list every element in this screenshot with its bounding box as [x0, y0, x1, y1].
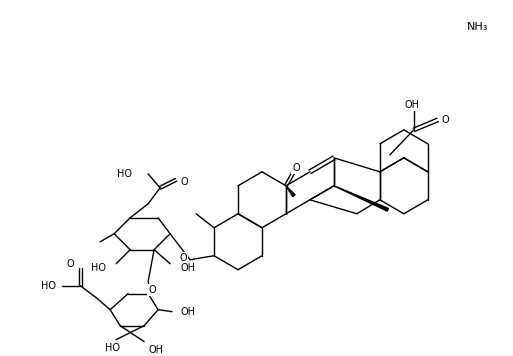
Text: O: O: [179, 253, 187, 263]
Text: OH: OH: [180, 263, 195, 273]
Text: O: O: [442, 115, 449, 125]
Text: O: O: [66, 259, 74, 269]
Text: HO: HO: [105, 342, 120, 353]
Text: OH: OH: [148, 345, 163, 355]
Text: OH: OH: [404, 100, 419, 110]
Text: HO: HO: [117, 169, 132, 179]
Text: OH: OH: [180, 307, 195, 317]
Text: HO: HO: [91, 263, 106, 273]
Text: HO: HO: [41, 281, 56, 291]
Text: O: O: [148, 285, 156, 295]
Text: O: O: [180, 177, 188, 187]
Text: NH₃: NH₃: [467, 22, 488, 32]
Polygon shape: [286, 186, 295, 197]
Polygon shape: [334, 186, 388, 211]
Text: O: O: [292, 163, 300, 173]
